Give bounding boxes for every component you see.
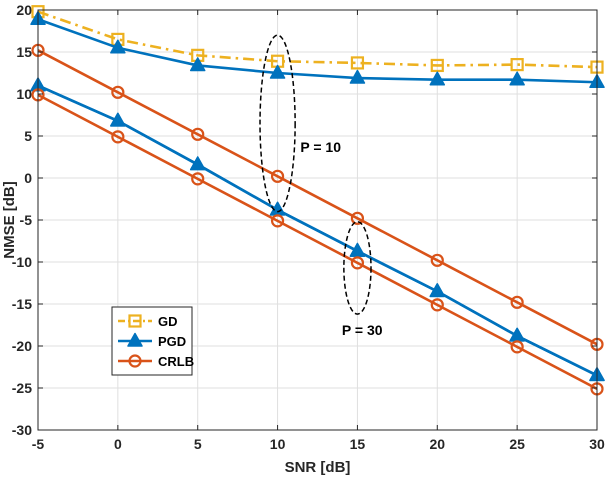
legend-label-pgd: PGD xyxy=(158,334,186,349)
legend-marker-pgd xyxy=(127,332,143,347)
data-point-crlb xyxy=(350,256,365,270)
y-tick-label: -25 xyxy=(12,380,32,396)
x-tick-label: 25 xyxy=(509,436,525,452)
data-point-crlb xyxy=(111,130,125,144)
data-point-pgd xyxy=(429,71,446,86)
series-line-pgd xyxy=(37,84,598,377)
data-point-crlb xyxy=(270,169,285,183)
series-pgd-30-3 xyxy=(30,77,605,382)
data-point-pgd xyxy=(349,242,366,257)
data-point-pgd xyxy=(509,71,525,86)
data-point-gd xyxy=(510,57,524,72)
data-point-pgd xyxy=(429,283,446,298)
y-tick-label: -30 xyxy=(12,422,32,438)
x-tick-label: 5 xyxy=(194,436,202,452)
tick-labels: -5 0 5 10 15 20 25 30 -30 -25 -20 -15 -10 -5 0 5 10 15 20 xyxy=(12,2,605,452)
x-tick-label: -5 xyxy=(32,436,45,452)
data-point-crlb xyxy=(270,214,285,228)
data-point-pgd xyxy=(349,69,366,84)
data-point-pgd xyxy=(189,57,206,72)
data-point-crlb xyxy=(430,253,444,267)
data-point-crlb xyxy=(191,172,205,186)
series-layer xyxy=(30,5,605,396)
series-line-pgd xyxy=(37,18,598,84)
series-line-crlb xyxy=(37,49,598,346)
y-tick-label: -5 xyxy=(20,212,33,228)
legend-marker-gd xyxy=(128,314,142,328)
y-axis-label: NMSE [dB] xyxy=(1,181,18,259)
data-point-pgd xyxy=(269,64,286,79)
x-axis-label: SNR [dB] xyxy=(285,459,351,476)
annotation-label: P = 30 xyxy=(342,322,383,338)
data-point-pgd xyxy=(189,156,206,171)
x-tick-label: 15 xyxy=(350,436,366,452)
legend-marker-crlb xyxy=(128,354,142,368)
legend-label-gd: GD xyxy=(158,314,178,329)
annotation-ellipse xyxy=(343,220,372,315)
data-point-gd xyxy=(350,56,365,70)
data-point-pgd xyxy=(110,39,126,54)
annotation-label: P = 10 xyxy=(300,139,341,155)
y-tick-label: 10 xyxy=(16,86,32,102)
data-point-crlb xyxy=(430,298,444,312)
annotation-ellipse xyxy=(259,34,296,213)
annotation-layer: P = 10 P = 30 xyxy=(259,34,383,338)
series-line-gd xyxy=(37,10,598,69)
y-tick-label: 5 xyxy=(24,128,32,144)
x-tick-label: 0 xyxy=(114,436,122,452)
y-tick-label: 20 xyxy=(16,2,32,18)
legend-label-crlb: CRLB xyxy=(158,354,194,369)
legend: GD PGD CRLB xyxy=(111,306,194,376)
y-tick-label: 0 xyxy=(24,170,32,186)
data-point-gd xyxy=(430,58,444,73)
x-tick-label: 20 xyxy=(429,436,445,452)
data-point-crlb xyxy=(350,211,365,225)
y-tick-label: -15 xyxy=(12,296,32,312)
y-tick-label: -20 xyxy=(12,338,32,354)
y-tick-label: 15 xyxy=(16,44,32,60)
data-point-crlb xyxy=(510,295,524,309)
x-tick-label: 30 xyxy=(589,436,605,452)
series-line-crlb xyxy=(37,93,598,390)
y-tick-label: -10 xyxy=(12,254,32,270)
data-point-crlb xyxy=(510,340,524,354)
x-tick-label: 10 xyxy=(270,436,286,452)
data-point-crlb xyxy=(111,85,125,99)
data-point-pgd xyxy=(110,112,126,127)
data-point-crlb xyxy=(191,127,205,141)
